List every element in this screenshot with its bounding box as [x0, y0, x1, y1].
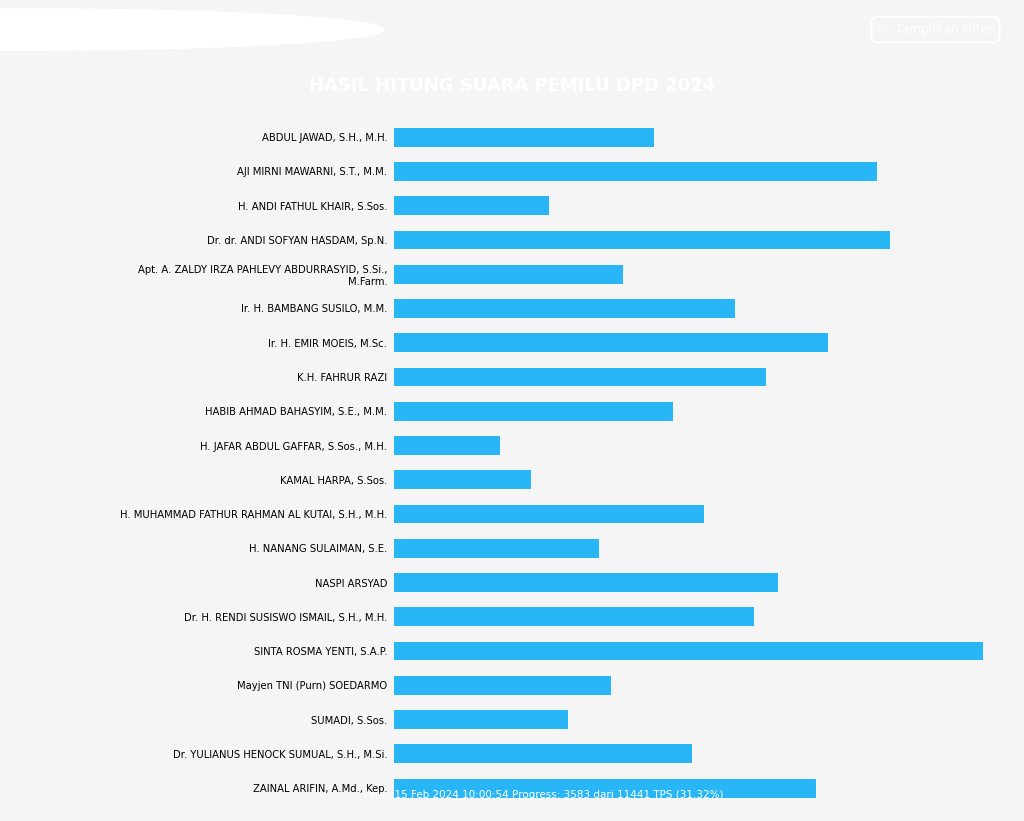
Bar — [394, 436, 500, 455]
Bar — [394, 401, 673, 420]
Bar — [394, 745, 691, 764]
Bar — [394, 470, 530, 489]
Bar — [394, 231, 890, 250]
Bar — [394, 196, 549, 215]
Bar — [394, 642, 983, 661]
Text: ▽  Tampilkan Filter: ▽ Tampilkan Filter — [878, 23, 993, 36]
Bar — [394, 162, 878, 181]
Circle shape — [0, 9, 384, 50]
Bar — [394, 676, 611, 695]
Bar — [394, 299, 735, 318]
Bar — [394, 264, 624, 283]
Bar — [394, 539, 599, 557]
Text: Komisi Pemilihan Umum: Komisi Pemilihan Umum — [49, 21, 294, 39]
Bar — [394, 778, 815, 797]
Bar — [394, 333, 827, 352]
Bar — [394, 573, 778, 592]
Bar — [394, 368, 766, 387]
Bar — [394, 128, 654, 147]
Bar — [394, 608, 754, 626]
Text: Versi: 15 Feb 2024 10:00:54 Progress: 3583 dari 11441 TPS (31.32%): Versi: 15 Feb 2024 10:00:54 Progress: 35… — [361, 790, 724, 800]
Bar — [394, 710, 567, 729]
Text: HASIL HITUNG SUARA PEMILU DPD 2024: HASIL HITUNG SUARA PEMILU DPD 2024 — [309, 77, 715, 95]
Bar — [394, 505, 705, 524]
